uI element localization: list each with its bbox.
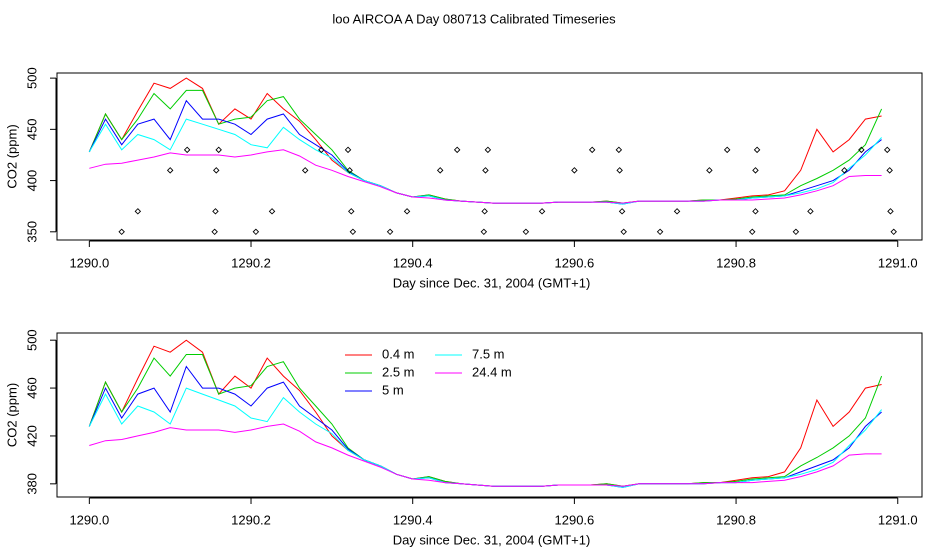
x-tick-label: 1290.4 <box>393 255 433 270</box>
x-tick-label: 1290.6 <box>555 255 595 270</box>
marker <box>792 228 800 236</box>
x-tick-label: 1290.6 <box>555 512 595 527</box>
x-axis-label: Day since Dec. 31, 2004 (GMT+1) <box>393 532 591 547</box>
legend-label: 7.5 m <box>472 346 505 361</box>
series-line <box>89 149 882 204</box>
marker <box>349 228 357 236</box>
marker <box>211 228 218 236</box>
x-tick-label: 1290.2 <box>231 255 271 270</box>
y-tick-label: 400 <box>24 170 39 192</box>
marker <box>706 167 713 174</box>
chart-title: loo AIRCOA A Day 080713 Calibrated Times… <box>332 11 616 26</box>
x-tick-label: 1290.4 <box>393 512 433 527</box>
y-tick-label: 450 <box>24 118 39 140</box>
marker <box>348 208 355 215</box>
marker <box>656 228 664 236</box>
marker <box>752 167 759 174</box>
marker <box>436 167 444 174</box>
marker <box>183 146 191 154</box>
plot-frame <box>56 72 923 241</box>
y-tick-label: 420 <box>24 425 39 447</box>
marker <box>346 167 353 174</box>
series-line <box>89 423 882 487</box>
marker <box>318 146 325 154</box>
x-tick-label: 1291.0 <box>878 255 918 270</box>
marker <box>166 167 174 174</box>
marker <box>252 228 260 236</box>
y-tick-label: 350 <box>24 221 39 243</box>
marker <box>403 208 411 215</box>
marker <box>480 228 488 236</box>
marker <box>748 228 756 236</box>
marker <box>752 208 759 215</box>
x-tick-label: 1290.8 <box>716 255 756 270</box>
y-axis-label: CO2 (ppm) <box>4 383 19 447</box>
x-tick-label: 1290.8 <box>716 512 756 527</box>
x-tick-label: 1291.0 <box>878 512 918 527</box>
marker <box>484 146 492 154</box>
marker <box>118 228 125 236</box>
x-tick-label: 1290.0 <box>69 512 109 527</box>
marker <box>890 228 897 236</box>
legend-label: 24.4 m <box>472 364 512 379</box>
y-tick-label: 380 <box>24 473 39 495</box>
marker <box>344 146 352 154</box>
y-tick-label: 460 <box>24 377 39 399</box>
marker <box>386 228 394 236</box>
marker <box>588 146 596 154</box>
legend-label: 5 m <box>382 382 404 397</box>
marker <box>301 167 309 174</box>
legend-label: 2.5 m <box>382 364 415 379</box>
marker <box>615 146 623 154</box>
marker <box>887 208 894 215</box>
x-tick-label: 1290.2 <box>231 512 271 527</box>
marker <box>481 208 488 215</box>
plot-frame <box>56 332 923 498</box>
x-tick-label: 1290.0 <box>69 255 109 270</box>
legend-label: 0.4 m <box>382 346 415 361</box>
marker <box>753 146 761 154</box>
x-axis-label: Day since Dec. 31, 2004 (GMT+1) <box>393 275 591 290</box>
marker <box>453 146 461 154</box>
y-tick-label: 500 <box>24 67 39 89</box>
y-tick-label: 500 <box>24 329 39 351</box>
marker <box>618 208 626 215</box>
marker <box>134 208 142 215</box>
marker <box>571 167 578 174</box>
marker <box>841 167 848 174</box>
marker <box>215 146 222 154</box>
marker <box>213 167 220 174</box>
marker <box>620 228 627 236</box>
marker <box>723 146 731 154</box>
marker <box>886 167 893 174</box>
marker <box>212 208 219 215</box>
marker <box>538 208 546 215</box>
marker <box>268 208 276 215</box>
marker <box>884 146 891 154</box>
y-axis-label: CO2 (ppm) <box>4 124 19 188</box>
marker <box>673 208 681 215</box>
marker <box>482 167 489 174</box>
marker <box>616 167 623 174</box>
marker <box>858 146 865 154</box>
marker <box>807 208 814 215</box>
marker <box>522 228 530 236</box>
